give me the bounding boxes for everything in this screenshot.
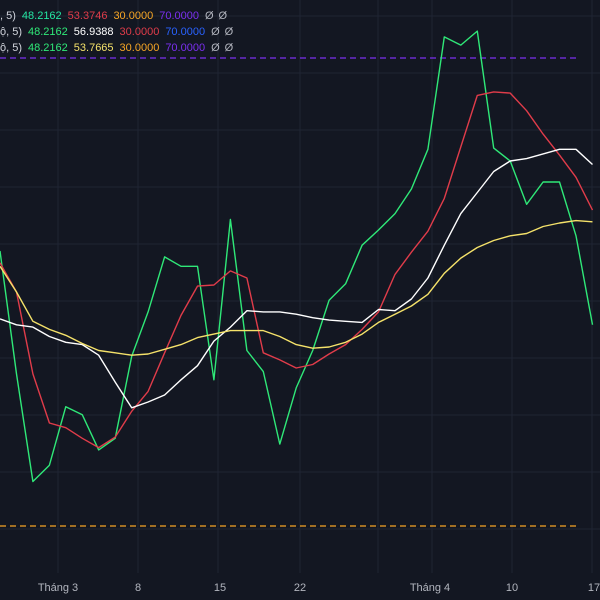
- legend-row-1: , 5) 48.2162 53.3746 30.0000 70.0000 Ø Ø: [0, 8, 232, 24]
- x-tick-label: 15: [214, 582, 226, 594]
- hide-series-icon[interactable]: Ø: [224, 42, 234, 54]
- legend-label: ộ, 5): [0, 26, 23, 38]
- legend-value: 30.0000: [119, 26, 160, 38]
- x-tick-label: 8: [135, 582, 141, 594]
- legend-value: 30.0000: [113, 10, 154, 22]
- series-lines: [0, 30, 594, 483]
- legend-value: 48.2162: [21, 10, 62, 22]
- legend-value: 56.9388: [73, 26, 114, 38]
- hide-series-icon[interactable]: Ø: [211, 26, 220, 38]
- legend-value: 53.7665: [73, 42, 114, 54]
- legend-value: 30.0000: [119, 42, 160, 54]
- x-tick-label: Tháng 3: [38, 582, 78, 594]
- series-line-0: [0, 30, 594, 483]
- legend-label: ộ, 5): [0, 42, 23, 54]
- legend-value: 70.0000: [165, 26, 206, 38]
- legend-label: , 5): [0, 10, 16, 22]
- x-tick-label: 22: [294, 582, 306, 594]
- hide-series-icon[interactable]: Ø: [218, 10, 228, 22]
- series-line-1: [0, 91, 594, 449]
- x-axis: Tháng 3 8 15 22 Tháng 4 10 17: [0, 573, 600, 600]
- legend-value: 53.3746: [67, 10, 108, 22]
- legend-value: 70.0000: [165, 42, 206, 54]
- hide-series-icon[interactable]: Ø: [224, 26, 234, 38]
- series-line-2: [0, 148, 593, 409]
- x-tick-label: Tháng 4: [410, 582, 450, 594]
- x-tick-label: 10: [506, 582, 518, 594]
- hide-series-icon[interactable]: Ø: [211, 42, 220, 54]
- x-tick-label: 17: [588, 582, 600, 594]
- chart-grid: [0, 0, 600, 573]
- x-axis-background: [0, 573, 600, 600]
- series-line-3: [0, 219, 593, 356]
- legend-value: 70.0000: [159, 10, 199, 22]
- legend-value: 48.2162: [28, 26, 68, 38]
- legend-row-2: ộ, 5) 48.2162 56.9388 30.0000 70.0000 Ø Ø: [0, 24, 238, 40]
- hide-series-icon[interactable]: Ø: [204, 10, 214, 22]
- legend-value: 48.2162: [28, 42, 68, 54]
- legend-row-3: ộ, 5) 48.2162 53.7665 30.0000 70.0000 Ø Ø: [0, 40, 238, 56]
